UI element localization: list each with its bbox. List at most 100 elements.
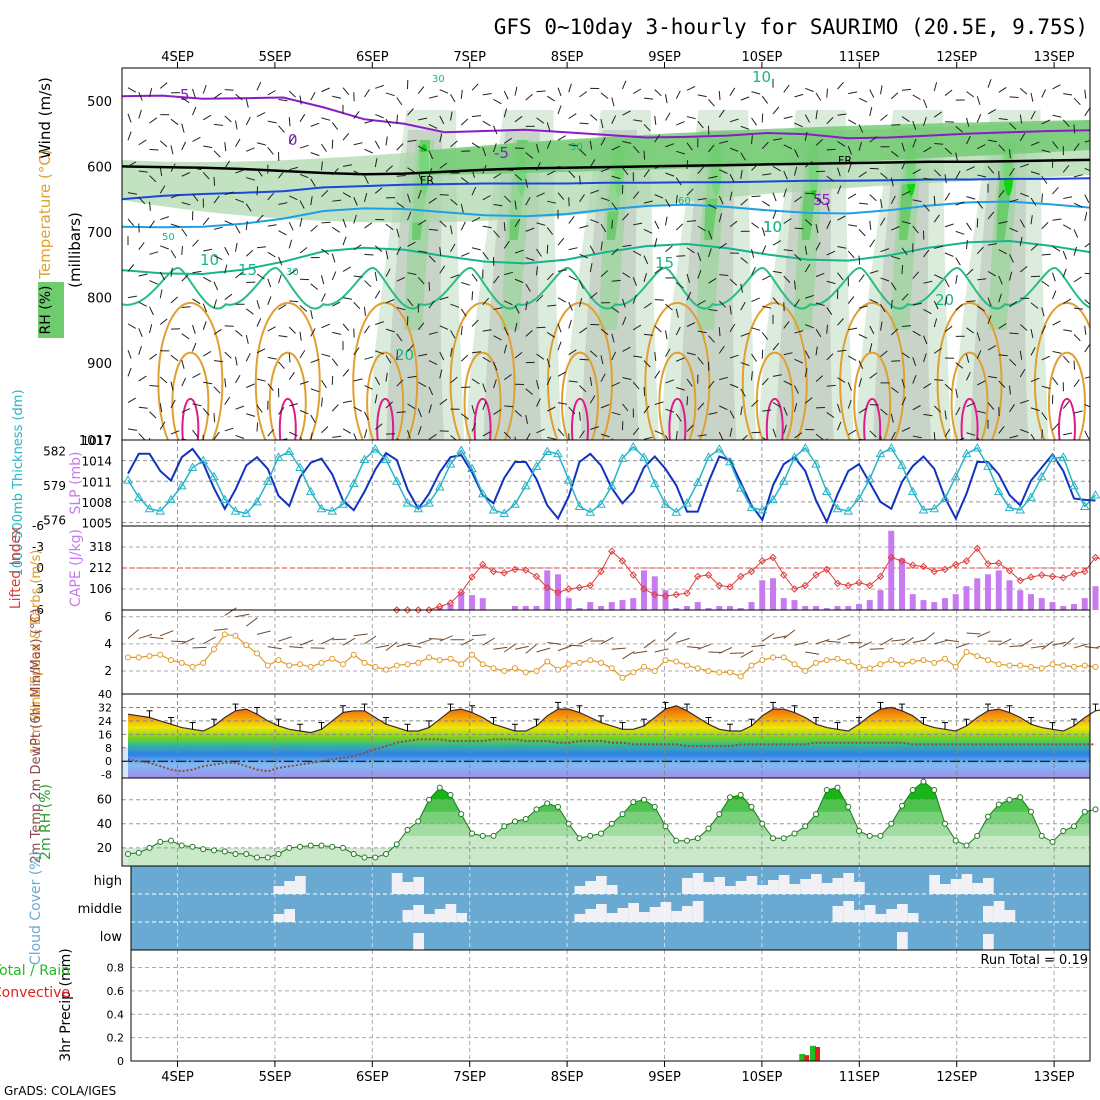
upper-wind-barb	[568, 406, 576, 415]
upper-wind-barb	[944, 383, 953, 391]
upper-wind-barb	[289, 431, 298, 437]
upper-wind-barb	[514, 322, 518, 332]
thickness-point	[843, 506, 854, 515]
rh-point	[770, 835, 776, 842]
upper-wind-barb	[364, 253, 374, 256]
wind-tick-label: 6	[104, 610, 112, 624]
cloud-gap	[273, 914, 285, 922]
cloud-gap	[574, 914, 586, 922]
thickness-point	[1036, 471, 1047, 481]
upper-wind-barb	[643, 124, 651, 132]
upper-wind-barb	[149, 324, 153, 334]
cape-bar	[963, 586, 970, 610]
upper-wind-barb	[170, 399, 176, 409]
upper-wind-barb	[1084, 430, 1090, 440]
upper-wind-barb	[374, 423, 383, 430]
upper-wind-barb	[815, 224, 819, 234]
upper-wind-barb	[1096, 190, 1098, 199]
wind-barb	[676, 637, 690, 643]
upper-wind-barb	[686, 273, 690, 283]
upper-wind-barb	[1019, 132, 1026, 142]
upper-wind-barb	[385, 136, 388, 146]
upper-wind-barb	[310, 328, 316, 337]
cloud-gap	[682, 906, 693, 922]
wind-barb	[482, 637, 496, 646]
upper-wind-barb	[912, 138, 917, 148]
wind-speed-point	[221, 631, 228, 638]
upper-wind-barb	[933, 169, 941, 177]
upper-wind-barb	[299, 381, 309, 385]
upper-wind-barb	[342, 87, 350, 95]
upper-wind-barb	[213, 413, 216, 423]
cape-bar	[823, 608, 830, 610]
cloud-gap	[993, 901, 1005, 922]
upper-wind-barb	[428, 331, 438, 335]
upper-wind-barb	[848, 327, 858, 331]
thickness-axis-title: 1000-500mb Thickness (dm)	[11, 389, 26, 576]
rh-point	[350, 850, 357, 857]
upper-wind-barb	[138, 375, 147, 382]
upper-wind-barb	[546, 376, 552, 386]
upper-wind-barb	[600, 355, 604, 365]
upper-wind-barb	[869, 220, 872, 230]
upper-wind-barb	[622, 298, 626, 308]
cape-tick-label: 212	[89, 561, 112, 575]
upper-wind-barb	[869, 167, 879, 170]
upper-wind-barb	[718, 431, 724, 440]
upper-wind-barb	[966, 353, 970, 363]
rh-point	[447, 791, 454, 798]
rh-point	[318, 842, 325, 849]
upper-wind-barb	[783, 275, 791, 283]
temp-tick-label: 0	[105, 755, 112, 768]
upper-wind-barb	[718, 90, 721, 100]
upper-wind-barb	[1096, 383, 1100, 386]
x-tick-label-top: 5SEP	[259, 50, 292, 65]
wind-barb	[471, 634, 487, 637]
cloud-gap	[811, 874, 822, 894]
upper-wind-barb	[256, 422, 259, 432]
rh-point	[931, 787, 938, 794]
upper-wind-barb	[417, 322, 425, 331]
upper-wind-barb	[880, 199, 883, 209]
upper-wind-barb	[987, 211, 995, 220]
wind-barb	[654, 648, 669, 653]
cape-bar	[1071, 604, 1077, 610]
slp-tick-label: 1011	[81, 475, 112, 489]
upper-wind-barb	[611, 248, 619, 256]
upper-wind-barb	[1009, 198, 1019, 203]
cape-bar	[802, 606, 809, 610]
upper-wind-barb	[675, 177, 682, 186]
upper-wind-barb	[1062, 355, 1070, 364]
upper-wind-barb	[665, 216, 668, 226]
upper-wind-barb	[955, 274, 958, 284]
upper-wind-barb	[977, 380, 986, 386]
wind-barb	[891, 639, 906, 642]
upper-wind-barb	[891, 226, 900, 231]
rh-point	[479, 832, 486, 839]
upper-wind-barb	[815, 242, 821, 251]
wind-speed-point	[1049, 661, 1056, 668]
temp-contour-35	[765, 397, 784, 440]
thickness-point	[961, 448, 972, 458]
temp-tick-label: 8	[105, 742, 112, 755]
temp-contour-25	[741, 301, 808, 440]
upper-wind-barb	[407, 241, 416, 247]
upper-wind-barb	[331, 271, 337, 281]
upper-wind-barb	[729, 118, 739, 123]
upper-wind-barb	[353, 406, 363, 412]
li-point	[532, 572, 541, 581]
upper-wind-barb	[848, 224, 858, 227]
rh-point	[673, 837, 680, 844]
upper-wind-barb	[1052, 423, 1059, 431]
upper-wind-barb	[471, 83, 479, 91]
rh-point	[329, 843, 336, 850]
upper-wind-barb	[955, 230, 965, 235]
wind-barb	[794, 641, 809, 646]
upper-wind-barb	[675, 308, 679, 318]
temp-contour-25	[936, 301, 1003, 440]
li-point	[887, 553, 895, 562]
thickness-point	[950, 471, 961, 481]
upper-wind-barb	[633, 355, 643, 358]
upper-wind-barb	[503, 344, 508, 354]
